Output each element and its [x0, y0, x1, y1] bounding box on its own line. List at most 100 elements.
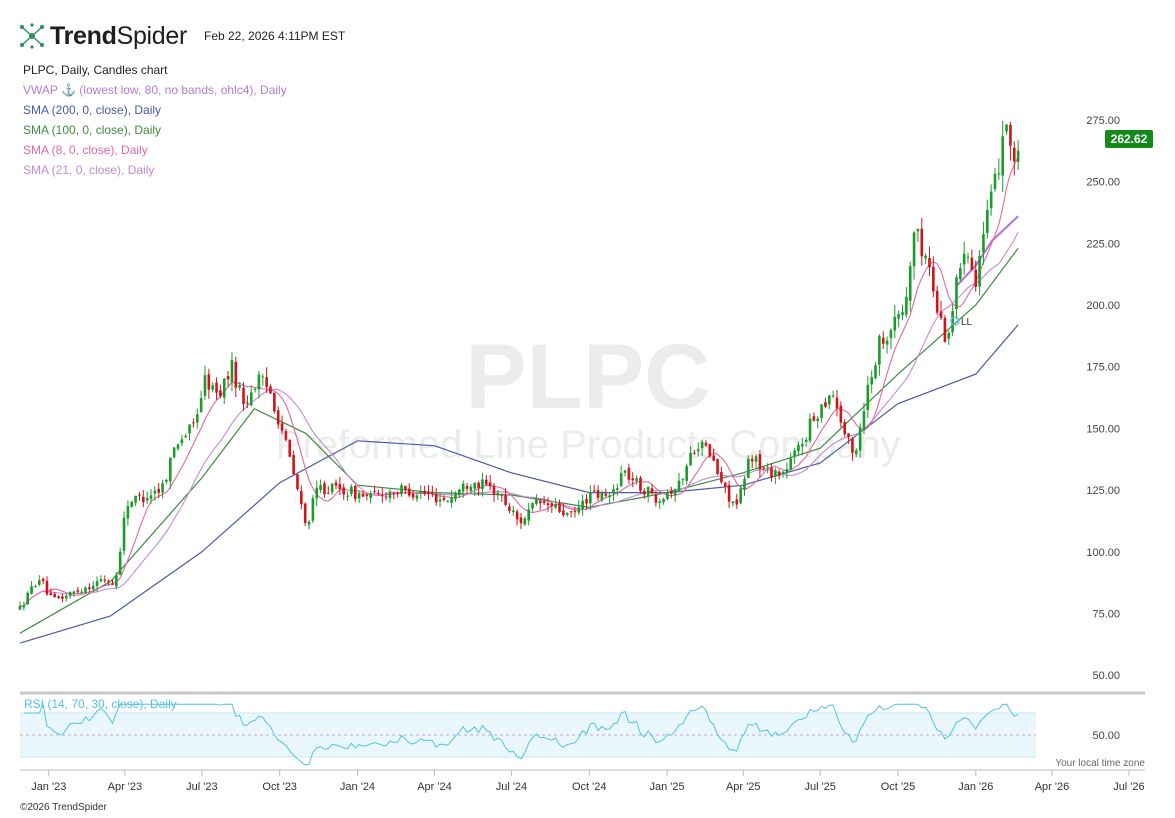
candle — [916, 228, 920, 242]
candle — [1012, 141, 1016, 176]
candle — [473, 482, 477, 496]
candle — [747, 455, 750, 479]
candle — [847, 433, 850, 444]
candle — [527, 502, 530, 526]
candle — [801, 438, 804, 456]
candle — [646, 485, 650, 503]
candle — [369, 490, 372, 504]
candle — [315, 480, 319, 506]
candle — [604, 488, 608, 498]
candle — [300, 485, 303, 510]
candle — [508, 503, 511, 514]
candle — [797, 441, 800, 455]
candle — [854, 448, 858, 457]
x-tick-label: Jan '26 — [958, 781, 993, 793]
candle — [496, 490, 500, 501]
candle — [346, 491, 349, 502]
candle — [215, 377, 218, 400]
candle — [920, 218, 924, 266]
candle — [53, 592, 56, 598]
candle — [993, 167, 997, 192]
candle — [80, 588, 83, 594]
candle — [1016, 140, 1020, 171]
candle — [569, 511, 573, 518]
candle — [326, 485, 330, 495]
candle — [222, 377, 226, 404]
legend-item-sma8[interactable]: SMA (8, 0, close), Daily — [23, 143, 148, 157]
candle — [774, 467, 777, 485]
lowest-low-marker: LL — [950, 316, 973, 328]
candle — [365, 493, 369, 501]
candle — [95, 576, 99, 592]
candle — [735, 493, 739, 509]
candle — [511, 506, 515, 516]
candle — [881, 331, 885, 350]
y-tick-label: 200.00 — [1086, 300, 1120, 312]
candle — [361, 490, 365, 498]
candle — [974, 260, 978, 292]
candle — [64, 593, 68, 602]
candle — [523, 516, 527, 526]
candle — [477, 481, 480, 496]
candle — [469, 484, 473, 495]
candle — [874, 361, 877, 380]
candle — [219, 384, 222, 399]
candle — [126, 500, 130, 526]
candle — [989, 184, 993, 216]
candle — [172, 446, 176, 459]
candle — [519, 513, 523, 530]
candle — [103, 575, 107, 584]
candle — [666, 489, 669, 501]
candle — [1009, 121, 1012, 161]
copyright: ©2026 TrendSpider — [20, 802, 107, 813]
candle — [454, 491, 457, 503]
chart-title[interactable]: PLPC, Daily, Candles chart — [23, 63, 168, 77]
candle — [99, 575, 103, 583]
candle — [997, 158, 1001, 181]
candle — [658, 498, 662, 509]
candle — [531, 502, 534, 512]
candle — [766, 463, 769, 474]
rsi-label[interactable]: RSI (14, 70, 30, close), Daily — [24, 697, 177, 711]
watermark-symbol: PLPC — [465, 326, 710, 428]
candle — [708, 443, 712, 458]
candle — [481, 472, 484, 497]
legend-item-sma200[interactable]: SMA (200, 0, close), Daily — [23, 103, 162, 117]
candle — [673, 488, 677, 503]
candle — [323, 480, 326, 498]
candle — [631, 472, 635, 488]
candle — [465, 482, 469, 494]
candle — [153, 485, 157, 501]
candle — [188, 424, 191, 441]
candle — [442, 495, 446, 502]
candle — [411, 490, 415, 501]
candle — [878, 334, 881, 376]
anchor-icon — [950, 316, 960, 326]
candle — [689, 446, 692, 467]
candle — [515, 509, 519, 526]
legend-item-vwap[interactable]: VWAP ⚓ (lowest low, 80, no bands, ohlc4)… — [23, 83, 287, 97]
candle — [589, 485, 592, 511]
legend-item-sma21[interactable]: SMA (21, 0, close), Daily — [23, 163, 155, 177]
candle — [373, 485, 376, 494]
candle — [932, 256, 935, 298]
candle — [592, 484, 596, 493]
candle — [781, 470, 785, 478]
candle — [827, 394, 831, 410]
candle — [843, 419, 847, 437]
candle — [573, 506, 577, 518]
candle — [739, 485, 742, 505]
candle — [558, 499, 561, 514]
candle — [165, 478, 168, 485]
candle — [265, 367, 268, 394]
legend-item-sma100[interactable]: SMA (100, 0, close), Daily — [23, 123, 162, 137]
timezone-note[interactable]: Your local time zone — [1055, 758, 1145, 769]
candle — [249, 385, 253, 407]
candle — [180, 434, 184, 447]
candle — [951, 304, 954, 337]
candle — [643, 488, 646, 500]
candle — [238, 381, 241, 391]
candle — [118, 547, 122, 576]
candle — [885, 336, 889, 354]
